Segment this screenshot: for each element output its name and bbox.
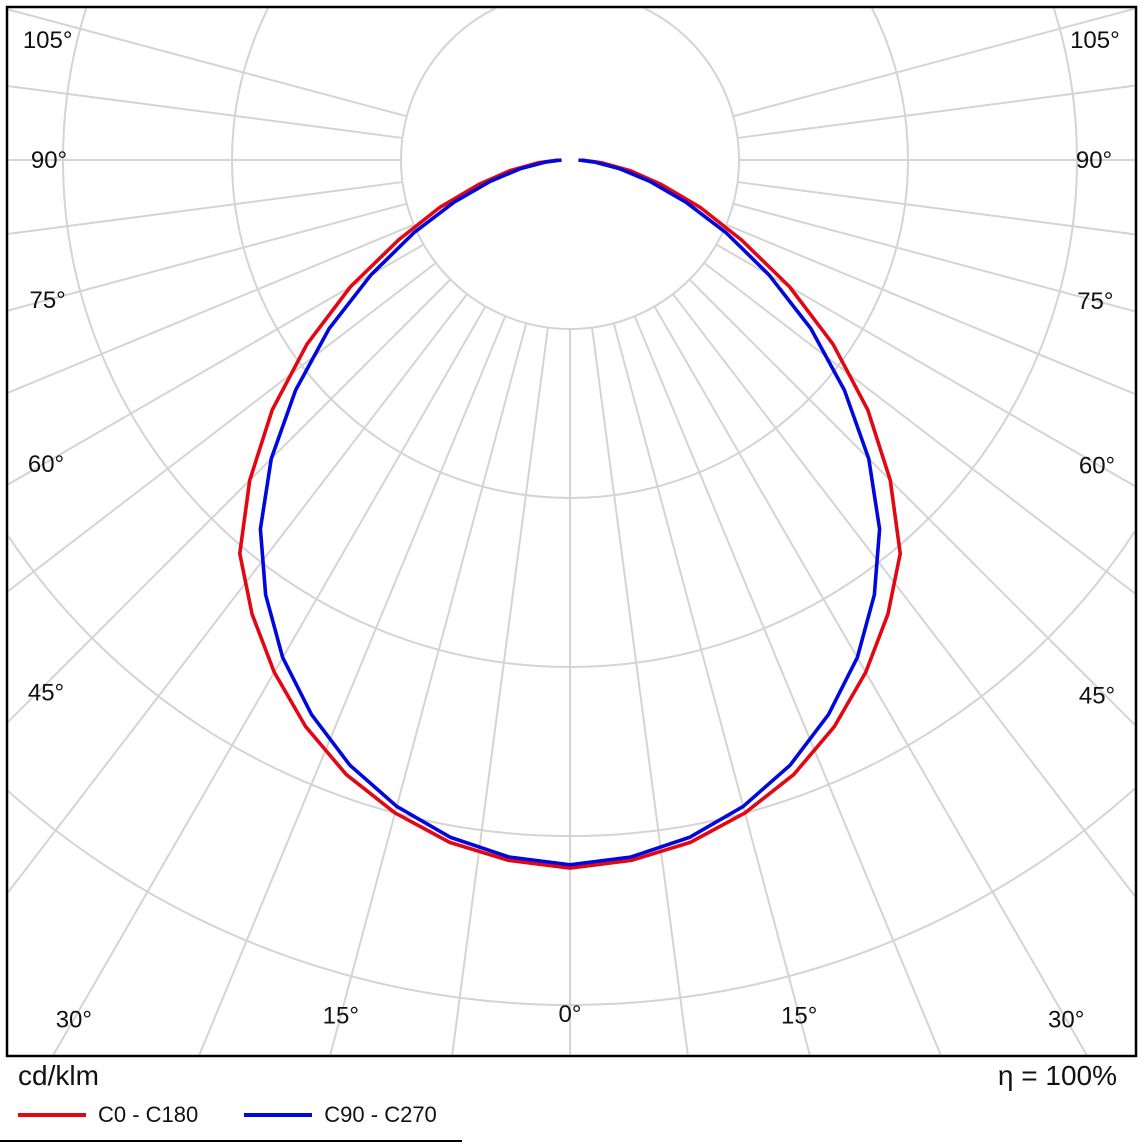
- grid-ray: [8, 8, 408, 118]
- grid-ray: [653, 305, 1088, 1055]
- legend: C0 - C180 C90 - C270: [0, 1094, 462, 1142]
- curves: [237, 158, 903, 870]
- angle-label: 30°: [56, 1006, 92, 1033]
- grid-ray: [8, 293, 468, 894]
- grid-ray: [732, 8, 1135, 118]
- grid-ray: [8, 278, 452, 723]
- legend-item-c0-c180: C0 - C180: [18, 1102, 198, 1128]
- angle-label: 15°: [323, 1002, 359, 1029]
- grid-ray: [8, 181, 403, 235]
- legend-item-c90-c270: C90 - C270: [244, 1102, 437, 1128]
- angle-label: 90°: [1076, 147, 1112, 174]
- angle-label: 60°: [1079, 453, 1115, 480]
- grid-ray: [198, 315, 507, 1055]
- c0-c180-line-swatch: [18, 1113, 86, 1117]
- angle-label: 0°: [559, 1001, 582, 1028]
- curve-c0-c180: [237, 158, 903, 870]
- angle-label: 30°: [1048, 1006, 1084, 1033]
- grid-ray: [8, 223, 415, 394]
- grid-ray: [8, 243, 425, 486]
- grid-ray: [672, 293, 1135, 898]
- grid-ray: [703, 262, 1135, 595]
- legend-label-c0-c180: C0 - C180: [98, 1102, 199, 1127]
- grid-ray: [8, 85, 403, 139]
- angle-label: 105°: [23, 27, 73, 54]
- plot-border: [5, 5, 1138, 1058]
- angle-label: 75°: [1077, 288, 1113, 315]
- grid-ray: [633, 315, 942, 1055]
- angle-label: 60°: [28, 451, 64, 478]
- grid-ray: [8, 202, 408, 312]
- grid-ray: [725, 223, 1135, 395]
- grid-ray: [591, 327, 689, 1055]
- curve-c90-c270: [258, 158, 882, 867]
- angle-label: 45°: [1079, 683, 1115, 710]
- legend-label-c90-c270: C90 - C270: [324, 1102, 437, 1127]
- angle-label: 105°: [1070, 27, 1120, 54]
- grid-ray: [329, 322, 528, 1055]
- grid-ray: [715, 243, 1135, 488]
- angle-label: 90°: [31, 147, 67, 174]
- grid-ray: [451, 327, 549, 1055]
- grid-ring: [8, 529, 1135, 837]
- efficiency-label: η = 100%: [997, 1060, 1117, 1091]
- grid-ray: [737, 84, 1135, 139]
- grid-ray: [737, 181, 1135, 236]
- grid-ray: [8, 262, 437, 593]
- grid-ray: [732, 202, 1135, 313]
- c90-c270-line-swatch: [244, 1113, 313, 1117]
- grid-ray: [688, 278, 1135, 726]
- angle-label: 45°: [28, 680, 64, 707]
- units-label: cd/klm: [18, 1060, 99, 1091]
- grid-ray: [612, 322, 811, 1055]
- grid-ray: [52, 305, 487, 1055]
- angle-label: 15°: [781, 1002, 817, 1029]
- grid-ring: [400, 8, 740, 330]
- angle-labels: 0° 15° 15° 30° 30° 45° 45° 60° 60° 75° 75° 90° 90° 10…: [23, 27, 1120, 1033]
- angle-label: 75°: [29, 287, 65, 314]
